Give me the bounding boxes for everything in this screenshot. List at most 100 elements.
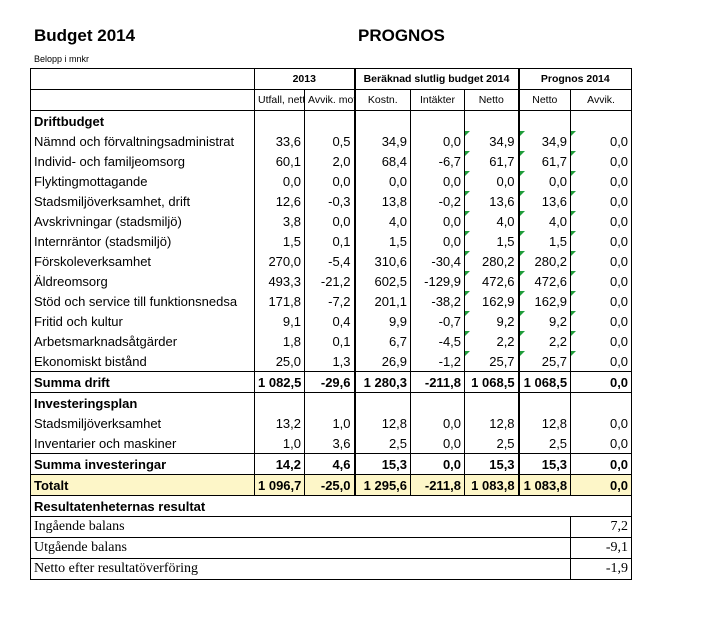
row-label: Förskoleverksamhet: [30, 251, 255, 271]
result-value: -1,9: [570, 558, 633, 580]
cell-value: 1 083,8: [464, 474, 520, 496]
cell-value: 0,0: [570, 151, 633, 171]
cell-value: 0,0: [410, 131, 466, 151]
cell-value: 602,5: [353, 271, 412, 291]
cell-value: 15,3: [517, 453, 572, 475]
result-label: Ingående balans: [29, 516, 572, 538]
group-beraknad-budget: Beräknad slutlig budget 2014: [353, 68, 520, 90]
cell-value: 1,3: [303, 351, 356, 372]
empty-cell: [353, 392, 412, 413]
cell-value: 13,2: [254, 413, 305, 433]
cell-value: 25,7: [517, 351, 572, 372]
cell-value: 4,6: [303, 453, 356, 475]
table-row: Arbetsmarknadsåtgärder 1,8 0,1 6,7 -4,5 2,2 2,…: [30, 331, 633, 351]
cell-value: 61,7: [517, 151, 572, 171]
table-row: Summa investeringar 14,2 4,6 15,3 0,0 15,3 15,…: [30, 453, 633, 475]
col-kostn: Kostn.: [353, 89, 412, 111]
row-label: Äldreomsorg: [30, 271, 255, 291]
cell-value: 13,8: [353, 191, 412, 211]
cell-value: 68,4: [353, 151, 412, 171]
empty-cell: [517, 110, 572, 131]
cell-value: 472,6: [517, 271, 572, 291]
row-label: Inventarier och maskiner: [30, 433, 255, 454]
cell-value: 0,0: [464, 171, 520, 191]
section-row: Resultatenheternas resultat: [29, 495, 633, 517]
table-row: Fritid och kultur 9,1 0,4 9,9 -0,7 9,2 9,2 0,0: [30, 311, 633, 331]
cell-value: 0,0: [303, 211, 356, 231]
cell-value: 13,6: [464, 191, 520, 211]
cell-value: -211,8: [410, 474, 466, 496]
row-label: Totalt: [30, 474, 255, 496]
header-empty: [30, 89, 255, 111]
row-label: Avskrivningar (stadsmiljö): [30, 211, 255, 231]
empty-cell: [517, 392, 572, 413]
cell-value: 1,0: [254, 433, 305, 454]
cell-value: 13,6: [517, 191, 572, 211]
cell-value: 26,9: [353, 351, 412, 372]
cell-value: 1 068,5: [464, 371, 520, 393]
cell-value: 0,0: [410, 453, 466, 475]
table-row: Summa drift 1 082,5 -29,6 1 280,3 -211,8 1 06…: [30, 371, 633, 393]
row-label: Stöd och service till funktionsnedsa: [30, 291, 255, 311]
cell-value: 0,0: [410, 171, 466, 191]
cell-value: 2,5: [517, 433, 572, 454]
row-label: Summa investeringar: [30, 453, 255, 475]
cell-value: 1 295,6: [353, 474, 412, 496]
table-row: Inventarier och maskiner 1,0 3,6 2,5 0,0 2,5 2…: [30, 433, 633, 454]
cell-value: 1 068,5: [517, 371, 572, 393]
group-prognos-2014: Prognos 2014: [517, 68, 633, 90]
cell-value: 0,0: [570, 311, 633, 331]
table-row: Stöd och service till funktionsnedsa 171,…: [30, 291, 633, 311]
cell-value: 0,0: [570, 433, 633, 454]
cell-value: 0,0: [254, 171, 305, 191]
cell-value: 0,0: [570, 211, 633, 231]
cell-value: -7,2: [303, 291, 356, 311]
cell-value: 12,8: [517, 413, 572, 433]
row-label: Flyktingmottagande: [30, 171, 255, 191]
cell-value: 14,2: [254, 453, 305, 475]
row-label: Individ- och familjeomsorg: [30, 151, 255, 171]
empty-cell: [254, 392, 305, 413]
cell-value: -38,2: [410, 291, 466, 311]
row-label: Ekonomiskt bistånd: [30, 351, 255, 372]
empty-cell: [570, 110, 633, 131]
cell-value: 12,6: [254, 191, 305, 211]
empty-cell: [353, 110, 412, 131]
cell-value: 0,0: [570, 191, 633, 211]
page-title: Budget 2014: [34, 26, 136, 45]
cell-value: 12,8: [353, 413, 412, 433]
cell-value: 0,0: [303, 171, 356, 191]
cell-value: 2,2: [464, 331, 520, 351]
cell-value: 0,0: [353, 171, 412, 191]
cell-value: 472,6: [464, 271, 520, 291]
cell-value: -4,5: [410, 331, 466, 351]
table-row: Internräntor (stadsmiljö) 1,5 0,1 1,5 0,0 1,5…: [30, 231, 633, 251]
header-row-columns: Utfall, netto Avvik. mot budget Kostn. I…: [30, 89, 633, 111]
cell-value: 61,7: [464, 151, 520, 171]
row-label: Arbetsmarknadsåtgärder: [30, 331, 255, 351]
row-label: Internräntor (stadsmiljö): [30, 231, 255, 251]
empty-cell: [410, 110, 466, 131]
table-row: Förskoleverksamhet 270,0 -5,4 310,6 -30,4 280…: [30, 251, 633, 271]
cell-value: 1 280,3: [353, 371, 412, 393]
result-row: Utgående balans -9,1: [29, 537, 633, 559]
cell-value: 201,1: [353, 291, 412, 311]
row-label: Stadsmiljöverksamhet: [30, 413, 255, 433]
cell-value: -0,3: [303, 191, 356, 211]
table-row: Äldreomsorg 493,3 -21,2 602,5 -129,9 472,6 472…: [30, 271, 633, 291]
empty-cell: [570, 392, 633, 413]
cell-value: -29,6: [303, 371, 356, 393]
cell-value: 1 082,5: [254, 371, 305, 393]
cell-value: 0,1: [303, 231, 356, 251]
cell-value: 4,0: [353, 211, 412, 231]
section-investeringsplan: Investeringsplan: [30, 392, 255, 413]
cell-value: 0,0: [570, 251, 633, 271]
cell-value: 0,0: [570, 331, 633, 351]
section-resultat: Resultatenheternas resultat: [29, 495, 633, 517]
row-label: Summa drift: [30, 371, 255, 393]
table-row: Flyktingmottagande 0,0 0,0 0,0 0,0 0,0 0,0 0,0: [30, 171, 633, 191]
result-row: Ingående balans 7,2: [29, 516, 633, 538]
empty-cell: [410, 392, 466, 413]
cell-value: 3,8: [254, 211, 305, 231]
cell-value: 0,0: [570, 291, 633, 311]
